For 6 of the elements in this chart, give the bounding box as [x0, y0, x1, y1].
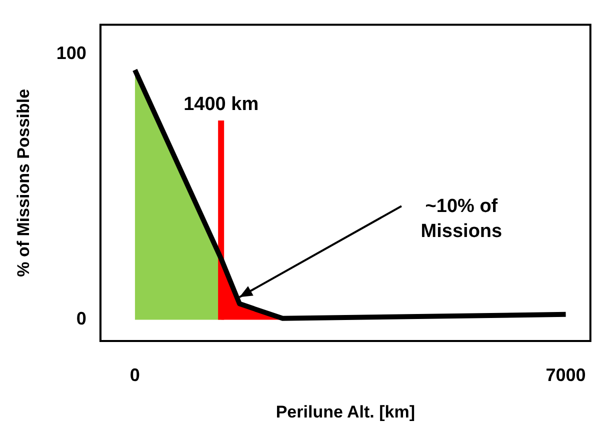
annotation: ~10% of Missions [420, 196, 502, 242]
y-tick-label: 100 [56, 42, 86, 63]
annotation: 1400 km [184, 94, 259, 116]
x-axis-title: Perilune Alt. [km] [276, 402, 415, 422]
x-tick-label: 7000 [546, 364, 586, 385]
y-axis-title: % of Missions Possible [14, 88, 33, 277]
